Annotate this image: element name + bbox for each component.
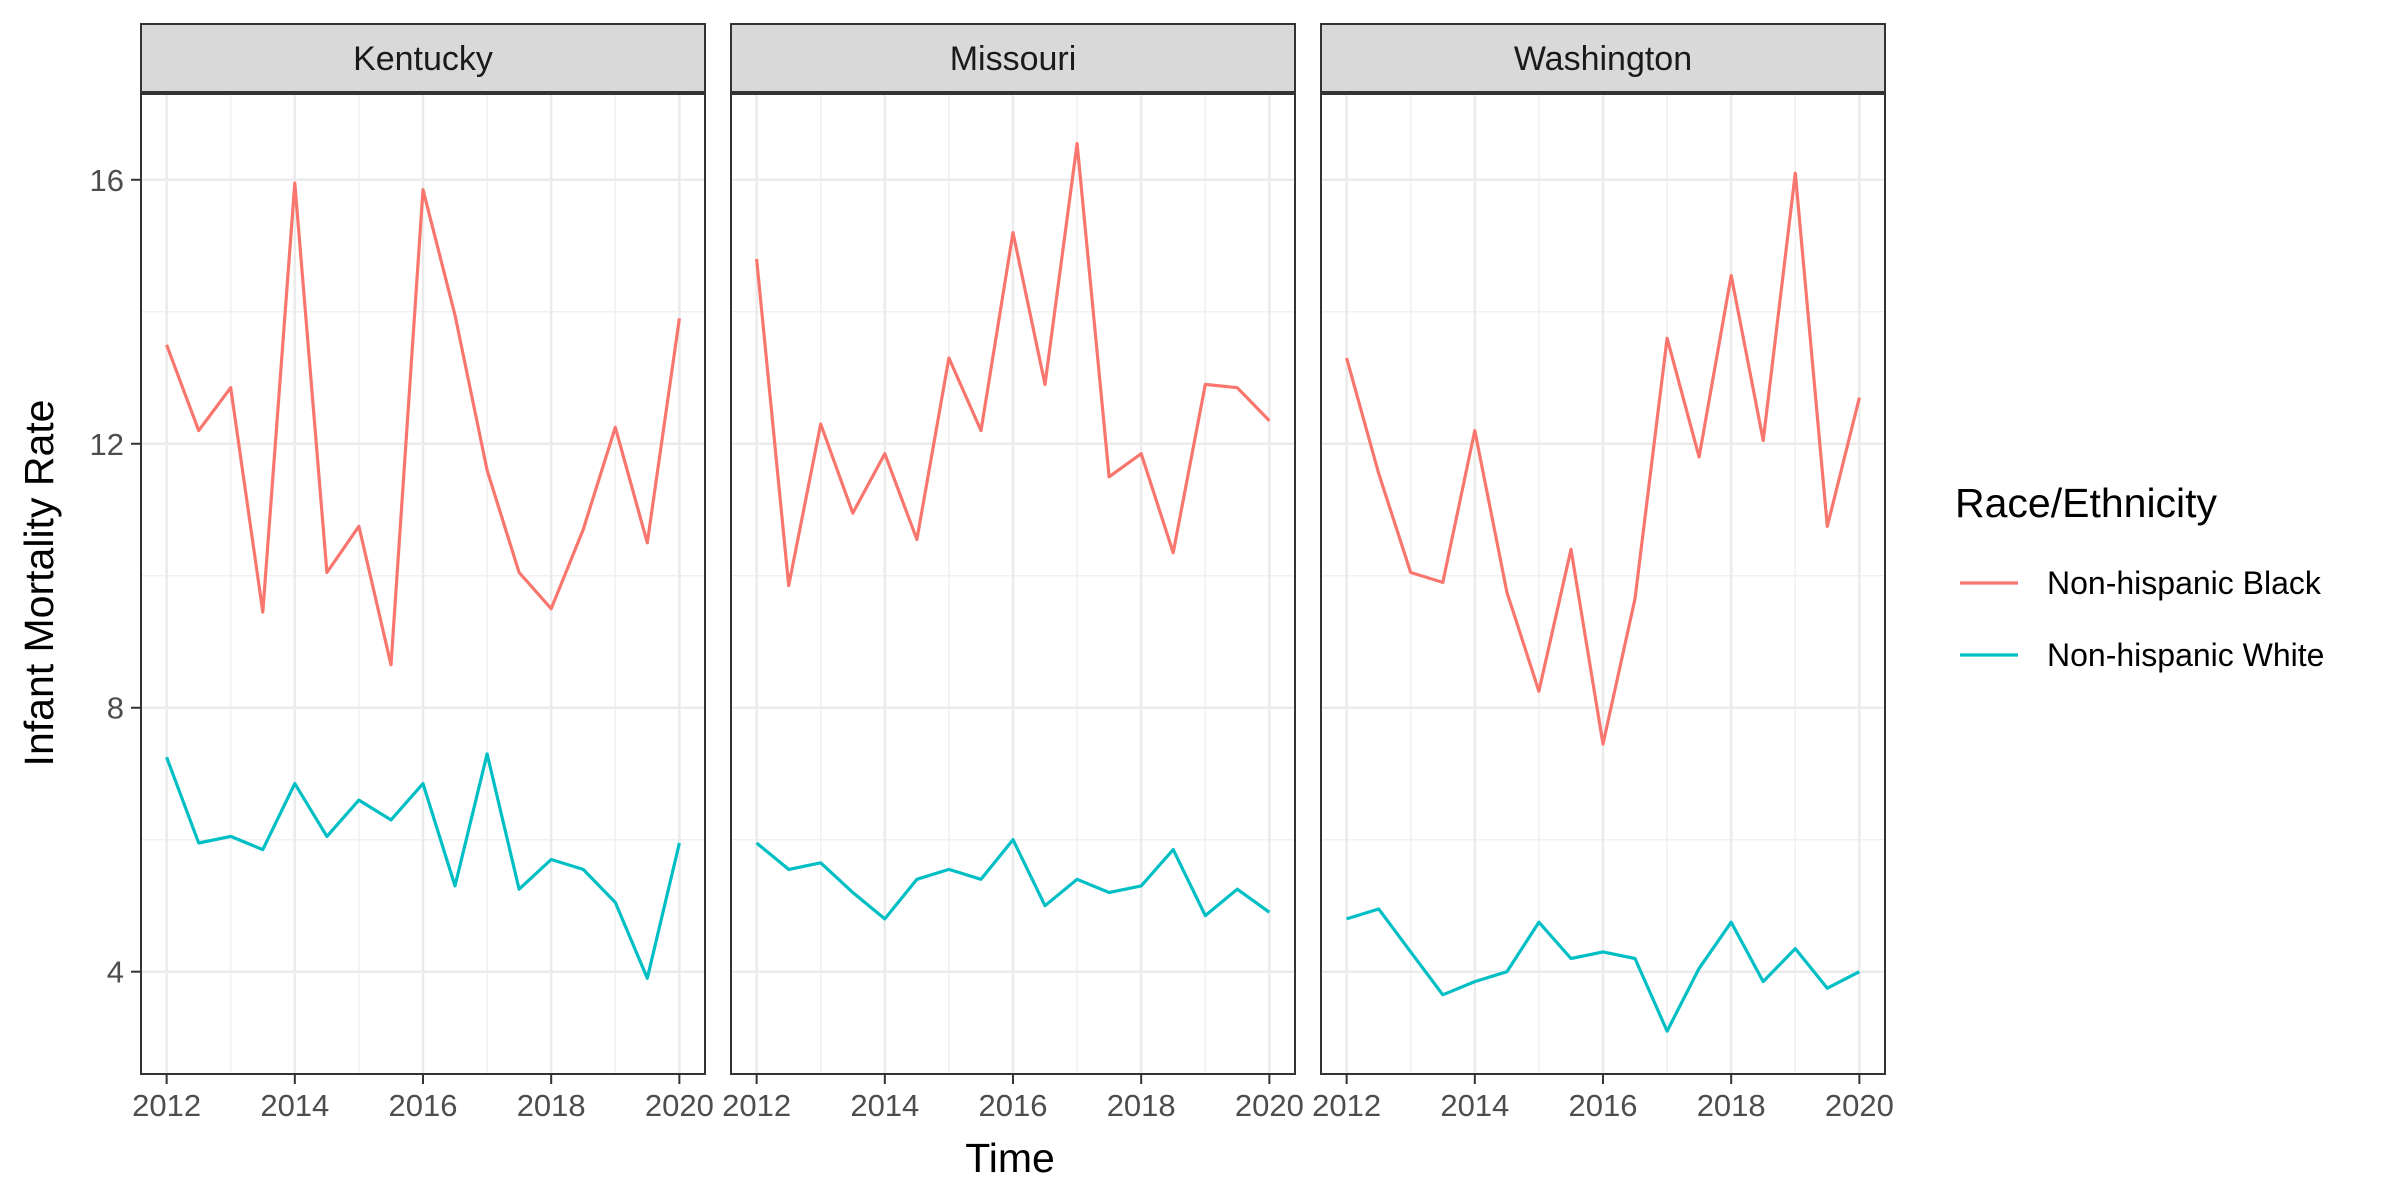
facet-strip bbox=[730, 23, 1296, 93]
x-tick-label: 2018 bbox=[1697, 1088, 1766, 1123]
x-tick-label: 2018 bbox=[517, 1088, 586, 1123]
facet-strip bbox=[1320, 23, 1886, 93]
panel-kentucky: Kentucky 2012 2014 2016 2018 2020 bbox=[132, 23, 714, 1123]
series-line-non-hispanic-white bbox=[165, 752, 681, 980]
facet-strip-label: Missouri bbox=[950, 40, 1077, 78]
legend: Race/Ethnicity Non-hispanic BlackNon-his… bbox=[1955, 480, 2324, 673]
x-tick-label: 2020 bbox=[1825, 1088, 1894, 1123]
series-line-non-hispanic-black bbox=[1345, 171, 1861, 746]
x-tick-label: 2018 bbox=[1107, 1088, 1176, 1123]
series-line-non-hispanic-white bbox=[1346, 907, 1861, 1033]
x-tick-label: 2020 bbox=[1235, 1088, 1304, 1123]
x-tick-label: 2012 bbox=[722, 1088, 791, 1123]
y-tick-label: 4 bbox=[107, 955, 124, 990]
series-line-non-hispanic-black bbox=[165, 181, 681, 667]
x-axis-title: Time bbox=[965, 1135, 1055, 1181]
x-tick-label: 2012 bbox=[1312, 1088, 1381, 1123]
x-tick-label: 2012 bbox=[132, 1088, 201, 1123]
x-tick-label: 2020 bbox=[645, 1088, 714, 1123]
legend-entry: Non-hispanic Black bbox=[1960, 565, 2322, 601]
y-tick-label: 16 bbox=[90, 163, 124, 198]
legend-entries: Non-hispanic Black Non-hispanic White bbox=[1960, 565, 2324, 673]
panel-missouri: Missouri 2012 2014 2016 2018 2020 bbox=[722, 23, 1304, 1123]
legend-entry: Non-hispanic White bbox=[1960, 637, 2324, 673]
x-tick-label: 2014 bbox=[260, 1088, 329, 1123]
series-line-non-hispanic-white bbox=[755, 838, 1271, 921]
x-tick-label: 2014 bbox=[850, 1088, 919, 1123]
y-tick-label: 8 bbox=[107, 691, 124, 726]
facet-strip-label: Kentucky bbox=[353, 40, 493, 78]
x-tick-label: 2016 bbox=[1569, 1088, 1638, 1123]
legend-label: Non-hispanic White bbox=[2047, 637, 2324, 673]
panel-washington: Washington 2012 2014 2016 2018 2020 bbox=[1312, 23, 1894, 1123]
x-tick-label: 2014 bbox=[1440, 1088, 1509, 1123]
series-line-non-hispanic-black bbox=[755, 141, 1271, 588]
facet-strip-label: Washington bbox=[1514, 40, 1692, 78]
facet-strip bbox=[140, 23, 706, 93]
y-axis-title: Infant Mortality Rate bbox=[16, 400, 62, 767]
x-tick-label: 2016 bbox=[389, 1088, 458, 1123]
legend-label: Non-hispanic Black bbox=[2047, 565, 2322, 601]
legend-title: Race/Ethnicity bbox=[1955, 480, 2218, 526]
x-tick-label: 2016 bbox=[979, 1088, 1048, 1123]
y-tick-label: 12 bbox=[90, 427, 124, 462]
